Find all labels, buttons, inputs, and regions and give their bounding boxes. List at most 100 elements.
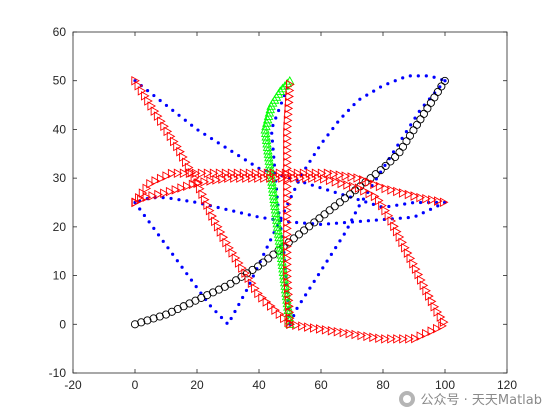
x-tick-label: 120 [497, 378, 517, 392]
data-point-dot [243, 158, 247, 162]
data-point-triangle-right [258, 293, 267, 303]
data-point-dot [171, 108, 175, 112]
data-point-triangle-right [267, 301, 276, 311]
x-tick-label: 40 [252, 378, 266, 392]
data-point-circle [130, 320, 140, 329]
data-point-circle [419, 109, 428, 118]
data-point-dot [271, 123, 275, 128]
data-point-triangle-right [183, 181, 192, 191]
y-tick-label: 30 [53, 171, 67, 185]
data-point-triangle-right [347, 172, 357, 182]
x-tick-label: 100 [435, 378, 455, 392]
data-point-triangle-right [381, 183, 391, 194]
data-point-triangle-right [370, 191, 380, 202]
data-point-triangle-right [365, 188, 375, 199]
data-point-dot [199, 291, 203, 295]
data-point-dot [229, 316, 233, 321]
data-point-dot [255, 215, 259, 219]
data-point-dot [295, 306, 299, 310]
data-point-triangle-right [283, 259, 292, 270]
data-point-dot [393, 79, 397, 83]
data-point-circle [259, 258, 268, 267]
data-point-dot [333, 190, 337, 194]
data-point-triangle-right [239, 168, 249, 179]
data-point-dot [147, 220, 151, 224]
data-point-circle [409, 126, 418, 135]
data-point-triangle-right [154, 189, 163, 200]
data-point-dot [321, 266, 325, 270]
data-point-triangle-right [283, 115, 293, 126]
data-point-triangle-right [393, 334, 402, 344]
data-point-triangle-right [293, 168, 303, 179]
data-point-dot [342, 232, 346, 236]
data-point-triangle-right [370, 179, 379, 190]
x-tick-label: 60 [314, 378, 328, 392]
data-point-dot [338, 239, 342, 243]
data-point-triangle-right [390, 221, 399, 232]
data-point-dot [247, 213, 251, 217]
axes: -20 0 20 40 60 80 100 120 -10 0 10 20 30 40 50 60 [49, 25, 518, 392]
data-point-dot [303, 221, 307, 225]
data-point-triangle-right [404, 189, 414, 200]
data-point-triangle-right [317, 168, 327, 179]
data-point-triangle-up [277, 83, 288, 93]
data-point-triangle-right [430, 302, 440, 312]
data-point-triangle-right [162, 171, 172, 181]
data-point-dot [304, 166, 308, 170]
data-point-circle [416, 115, 425, 124]
data-point-triangle-right [215, 168, 225, 179]
data-point-triangle-right [378, 200, 387, 211]
data-point-triangle-right [205, 205, 215, 216]
data-point-circle [294, 230, 304, 239]
data-point-dot [208, 304, 213, 308]
data-point-triangle-right [439, 197, 449, 207]
data-point-circle [143, 316, 152, 325]
data-point-dot [316, 273, 321, 277]
data-point-triangle-right [173, 168, 183, 179]
data-point-dot [424, 74, 428, 78]
data-point-triangle-right [285, 91, 294, 102]
data-point-triangle-right [439, 317, 449, 327]
data-point-triangle-right [393, 186, 402, 197]
data-point-dot [183, 118, 187, 122]
data-point-triangle-right [375, 333, 384, 344]
data-point-dot [361, 197, 366, 201]
y-tick-label: 0 [59, 317, 66, 331]
data-point-dot [312, 279, 316, 283]
data-point-triangle-right [283, 169, 292, 180]
data-point-circle [149, 314, 158, 323]
data-point-dot [438, 85, 442, 89]
data-point-triangle-right [284, 317, 294, 328]
data-point-triangle-right [433, 307, 443, 317]
data-point-dot [379, 170, 383, 174]
data-point-dot [391, 150, 396, 154]
y-tick-label: 50 [53, 74, 67, 88]
data-point-dot [216, 205, 220, 210]
data-point-triangle-right [416, 192, 425, 203]
data-point-circle [289, 234, 298, 243]
data-point-triangle-right [283, 175, 292, 186]
data-point-dot [342, 220, 347, 225]
data-point-dot [374, 218, 378, 222]
data-point-triangle-right [283, 151, 292, 162]
data-point-triangle-right [422, 193, 431, 204]
y-tick-label: 60 [53, 25, 67, 39]
data-point-triangle-right [409, 258, 418, 269]
data-point-dot [196, 128, 200, 132]
data-point-dot [366, 219, 371, 223]
data-point-triangle-right [280, 313, 289, 324]
data-point-triangle-right [284, 109, 293, 120]
y-tick-label: 40 [53, 122, 67, 136]
data-point-triangle-right [401, 242, 410, 253]
data-point-triangle-right [275, 168, 285, 179]
data-point-circle [231, 276, 241, 285]
data-point-dot [334, 246, 338, 250]
data-point-circle [395, 148, 404, 157]
data-point-triangle-right [283, 181, 292, 192]
data-point-triangle-right [137, 194, 146, 205]
data-point-circle [269, 250, 278, 259]
data-point-triangle-right [438, 321, 447, 331]
x-tick-label: -20 [64, 378, 82, 392]
data-point-triangle-right [335, 170, 345, 180]
data-point-triangle-right [351, 329, 361, 340]
